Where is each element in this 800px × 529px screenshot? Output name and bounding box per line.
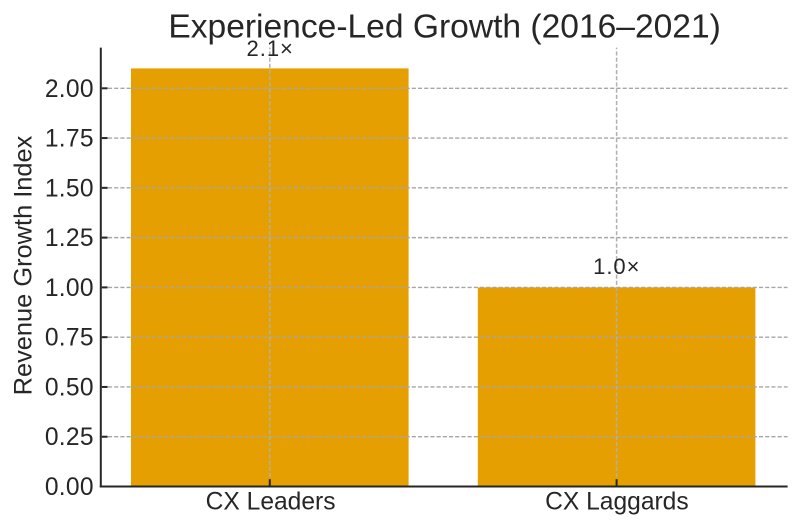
svg-text:CX Leaders: CX Leaders [206, 489, 336, 516]
svg-text:0.00: 0.00 [45, 474, 94, 501]
svg-text:0.50: 0.50 [45, 374, 94, 401]
svg-text:2.1×: 2.1× [246, 36, 293, 61]
svg-text:2.00: 2.00 [45, 76, 94, 103]
svg-text:1.25: 1.25 [45, 225, 94, 252]
svg-text:1.00: 1.00 [45, 275, 94, 302]
svg-text:0.25: 0.25 [45, 424, 94, 451]
svg-text:1.75: 1.75 [45, 126, 94, 153]
svg-text:1.50: 1.50 [45, 175, 94, 202]
svg-text:1.0×: 1.0× [593, 254, 640, 279]
svg-text:Experience-Led Growth (2016–20: Experience-Led Growth (2016–2021) [168, 8, 721, 45]
svg-text:0.75: 0.75 [45, 325, 94, 352]
svg-text:CX Laggards: CX Laggards [545, 489, 689, 516]
svg-text:Revenue Growth Index: Revenue Growth Index [10, 135, 38, 395]
